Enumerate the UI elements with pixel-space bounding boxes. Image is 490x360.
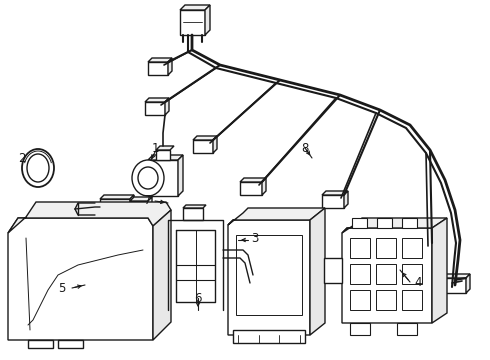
- Polygon shape: [402, 238, 422, 258]
- Polygon shape: [130, 195, 134, 217]
- Polygon shape: [310, 208, 325, 335]
- Polygon shape: [350, 323, 370, 335]
- Polygon shape: [228, 220, 310, 335]
- Polygon shape: [322, 195, 344, 208]
- Polygon shape: [350, 290, 370, 310]
- Polygon shape: [402, 264, 422, 284]
- Polygon shape: [442, 274, 470, 278]
- Polygon shape: [148, 160, 178, 196]
- Polygon shape: [100, 195, 134, 199]
- Text: 1: 1: [151, 141, 159, 154]
- Polygon shape: [442, 278, 466, 293]
- Polygon shape: [213, 136, 217, 153]
- Text: 3: 3: [251, 231, 259, 244]
- Polygon shape: [466, 274, 470, 293]
- Polygon shape: [148, 155, 183, 160]
- Polygon shape: [130, 197, 152, 201]
- Polygon shape: [183, 205, 206, 208]
- Polygon shape: [402, 218, 417, 228]
- Polygon shape: [156, 146, 174, 150]
- Text: 7: 7: [144, 194, 152, 207]
- Polygon shape: [100, 199, 130, 217]
- Polygon shape: [236, 235, 302, 315]
- Polygon shape: [432, 239, 436, 258]
- Polygon shape: [228, 208, 325, 225]
- Ellipse shape: [27, 154, 49, 182]
- Polygon shape: [376, 238, 396, 258]
- Polygon shape: [324, 258, 342, 283]
- Polygon shape: [342, 218, 447, 233]
- Polygon shape: [8, 202, 171, 233]
- Polygon shape: [28, 340, 53, 348]
- Polygon shape: [148, 62, 168, 75]
- Text: 2: 2: [18, 152, 26, 165]
- Polygon shape: [408, 239, 436, 243]
- Polygon shape: [205, 5, 210, 35]
- Polygon shape: [322, 191, 348, 195]
- Polygon shape: [183, 208, 203, 220]
- Ellipse shape: [138, 167, 158, 189]
- Polygon shape: [193, 136, 217, 140]
- Text: 4: 4: [414, 275, 422, 288]
- Polygon shape: [342, 228, 432, 323]
- Polygon shape: [145, 98, 169, 102]
- Polygon shape: [153, 210, 171, 340]
- Polygon shape: [408, 243, 432, 258]
- Polygon shape: [180, 10, 205, 35]
- Polygon shape: [350, 238, 370, 258]
- Polygon shape: [352, 218, 367, 228]
- Polygon shape: [350, 264, 370, 284]
- Polygon shape: [168, 58, 172, 75]
- Text: 6: 6: [194, 292, 202, 305]
- Polygon shape: [240, 182, 262, 195]
- Polygon shape: [178, 155, 183, 196]
- Polygon shape: [397, 323, 417, 335]
- Ellipse shape: [22, 149, 54, 187]
- Polygon shape: [156, 150, 170, 160]
- Polygon shape: [58, 340, 83, 348]
- Polygon shape: [8, 218, 153, 340]
- Polygon shape: [402, 290, 422, 310]
- Polygon shape: [148, 197, 152, 215]
- Text: 8: 8: [301, 141, 309, 154]
- Polygon shape: [130, 201, 148, 215]
- Polygon shape: [432, 218, 447, 323]
- Polygon shape: [262, 178, 266, 195]
- Polygon shape: [233, 330, 305, 343]
- Polygon shape: [376, 264, 396, 284]
- Polygon shape: [240, 178, 266, 182]
- Polygon shape: [344, 191, 348, 208]
- Polygon shape: [180, 5, 210, 10]
- Polygon shape: [148, 58, 172, 62]
- Polygon shape: [376, 290, 396, 310]
- Polygon shape: [377, 218, 392, 228]
- Polygon shape: [165, 98, 169, 115]
- Ellipse shape: [132, 160, 164, 196]
- Polygon shape: [193, 140, 213, 153]
- Polygon shape: [145, 102, 165, 115]
- Text: 5: 5: [58, 282, 66, 294]
